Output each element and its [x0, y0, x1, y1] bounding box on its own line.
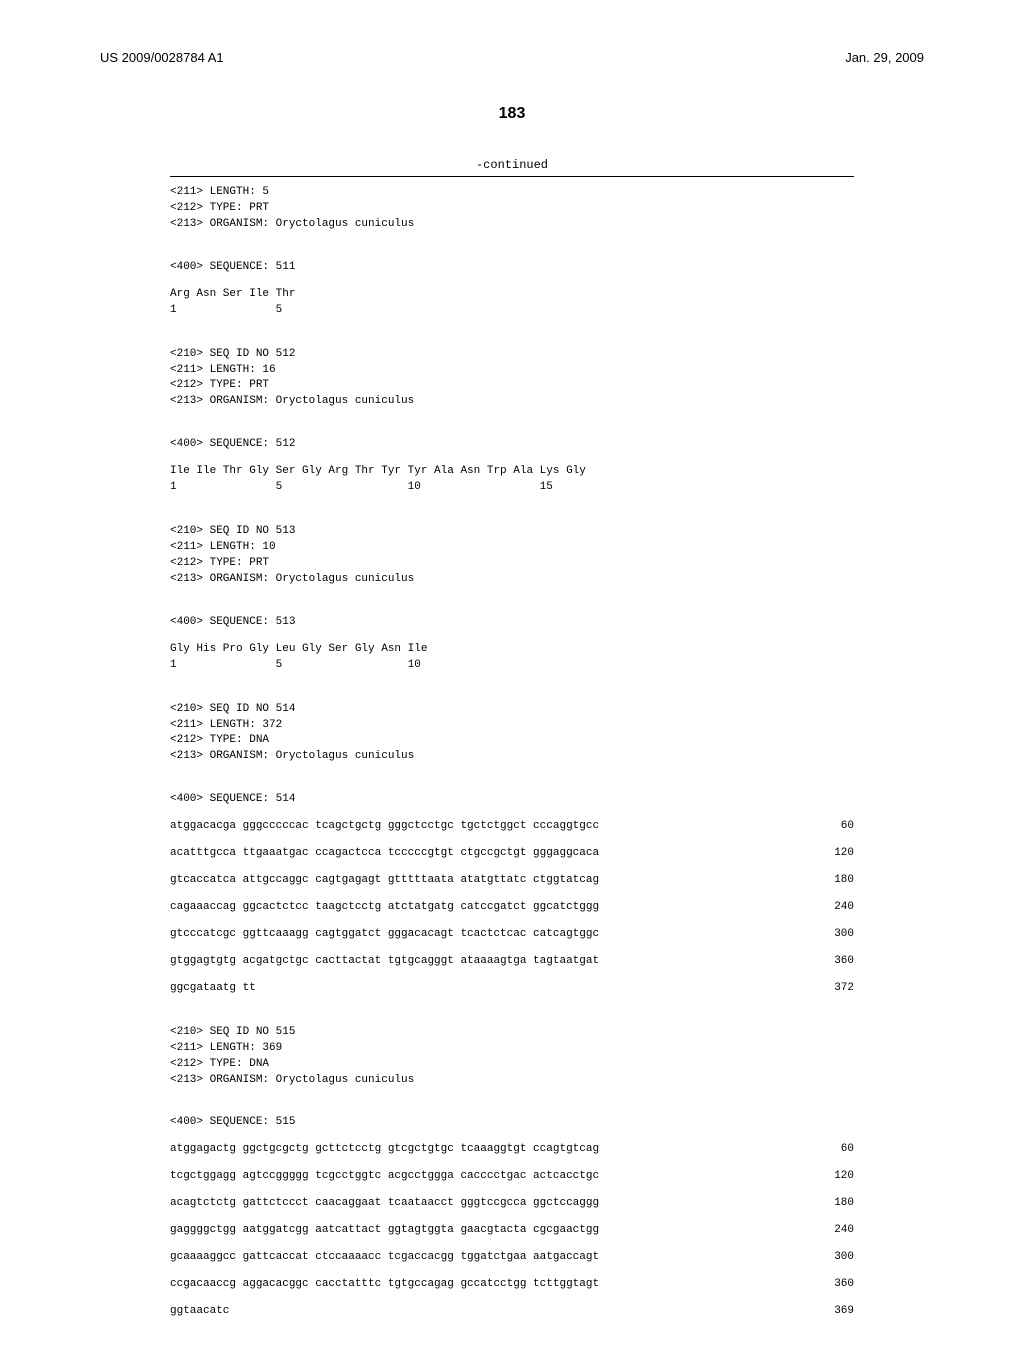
dna-sequence-position: 120 [802, 846, 854, 862]
aa-sequence-line: 1 5 10 [170, 658, 854, 674]
sequence-meta-line: <213> ORGANISM: Oryctolagus cuniculus [170, 749, 854, 765]
dna-sequence-text: tcgctggagg agtccggggg tcgcctggtc acgcctg… [170, 1169, 599, 1185]
sequence-label: <400> SEQUENCE: 514 [170, 792, 854, 808]
dna-sequence-row: ccgacaaccg aggacacggc cacctatttc tgtgcca… [170, 1277, 854, 1293]
continued-label: -continued [170, 158, 854, 172]
dna-sequence-row: gtcccatcgc ggttcaaagg cagtggatct gggacac… [170, 927, 854, 943]
dna-sequence-position: 240 [802, 1223, 854, 1239]
sequence-meta-line: <212> TYPE: DNA [170, 733, 854, 749]
dna-sequence-position: 360 [802, 1277, 854, 1293]
sequence-meta-line: <213> ORGANISM: Oryctolagus cuniculus [170, 217, 854, 233]
page-number: 183 [70, 105, 954, 123]
dna-sequence-row: atggacacga gggcccccac tcagctgctg gggctcc… [170, 819, 854, 835]
sequence-block: <210> SEQ ID NO 513<211> LENGTH: 10<212>… [170, 524, 854, 674]
dna-sequence-text: acagtctctg gattctccct caacaggaat tcaataa… [170, 1196, 599, 1212]
dna-sequence-row: gcaaaaggcc gattcaccat ctccaaaacc tcgacca… [170, 1250, 854, 1266]
dna-sequence-text: gcaaaaggcc gattcaccat ctccaaaacc tcgacca… [170, 1250, 599, 1266]
dna-sequence-row: tcgctggagg agtccggggg tcgcctggtc acgcctg… [170, 1169, 854, 1185]
dna-sequence-position: 60 [802, 1142, 854, 1158]
dna-sequence-row: acatttgcca ttgaaatgac ccagactcca tcccccg… [170, 846, 854, 862]
continued-section: -continued [170, 158, 854, 177]
sequence-meta-line: <212> TYPE: DNA [170, 1057, 854, 1073]
dna-sequence-text: ggtaacatc [170, 1304, 229, 1320]
sequence-label: <400> SEQUENCE: 512 [170, 437, 854, 453]
dna-sequence-text: gaggggctgg aatggatcgg aatcattact ggtagtg… [170, 1223, 599, 1239]
sequence-meta-line: <210> SEQ ID NO 514 [170, 702, 854, 718]
aa-sequence-line: Arg Asn Ser Ile Thr [170, 287, 854, 303]
page-container: US 2009/0028784 A1 Jan. 29, 2009 183 -co… [0, 0, 1024, 1320]
dna-sequence-text: atggacacga gggcccccac tcagctgctg gggctcc… [170, 819, 599, 835]
aa-sequence-line: Gly His Pro Gly Leu Gly Ser Gly Asn Ile [170, 642, 854, 658]
sequence-block: <210> SEQ ID NO 514<211> LENGTH: 372<212… [170, 702, 854, 997]
aa-sequence-line: Ile Ile Thr Gly Ser Gly Arg Thr Tyr Tyr … [170, 464, 854, 480]
dna-sequence-row: gaggggctgg aatggatcgg aatcattact ggtagtg… [170, 1223, 854, 1239]
dna-sequence-text: ggcgataatg tt [170, 981, 256, 997]
dna-sequence-text: atggagactg ggctgcgctg gcttctcctg gtcgctg… [170, 1142, 599, 1158]
sequence-meta-line: <211> LENGTH: 5 [170, 185, 854, 201]
dna-sequence-position: 120 [802, 1169, 854, 1185]
sequence-meta-line: <213> ORGANISM: Oryctolagus cuniculus [170, 1073, 854, 1089]
dna-sequence-text: acatttgcca ttgaaatgac ccagactcca tcccccg… [170, 846, 599, 862]
dna-sequence-position: 180 [802, 1196, 854, 1212]
sequence-meta-line: <212> TYPE: PRT [170, 201, 854, 217]
sequence-meta-line: <212> TYPE: PRT [170, 378, 854, 394]
dna-sequence-position: 360 [802, 954, 854, 970]
sequence-meta-line: <210> SEQ ID NO 513 [170, 524, 854, 540]
sequence-meta-line: <211> LENGTH: 372 [170, 718, 854, 734]
dna-sequence-text: gtggagtgtg acgatgctgc cacttactat tgtgcag… [170, 954, 599, 970]
dna-sequence-text: gtcccatcgc ggttcaaagg cagtggatct gggacac… [170, 927, 599, 943]
dna-sequence-position: 300 [802, 927, 854, 943]
sequence-meta-line: <211> LENGTH: 16 [170, 363, 854, 379]
dna-sequence-position: 369 [802, 1304, 854, 1320]
sequence-meta-line: <211> LENGTH: 10 [170, 540, 854, 556]
divider-line [170, 176, 854, 177]
sequence-block: <210> SEQ ID NO 515<211> LENGTH: 369<212… [170, 1025, 854, 1320]
sequence-listing: <211> LENGTH: 5<212> TYPE: PRT<213> ORGA… [170, 185, 854, 1348]
dna-sequence-row: cagaaaccag ggcactctcc taagctcctg atctatg… [170, 900, 854, 916]
dna-sequence-position: 372 [802, 981, 854, 997]
dna-sequence-row: atggagactg ggctgcgctg gcttctcctg gtcgctg… [170, 1142, 854, 1158]
sequence-meta-line: <213> ORGANISM: Oryctolagus cuniculus [170, 572, 854, 588]
publication-date: Jan. 29, 2009 [845, 50, 924, 65]
dna-sequence-row: ggtaacatc 369 [170, 1304, 854, 1320]
sequence-label: <400> SEQUENCE: 513 [170, 615, 854, 631]
dna-sequence-position: 60 [802, 819, 854, 835]
dna-sequence-row: gtggagtgtg acgatgctgc cacttactat tgtgcag… [170, 954, 854, 970]
sequence-meta-line: <210> SEQ ID NO 515 [170, 1025, 854, 1041]
dna-sequence-position: 180 [802, 873, 854, 889]
page-header: US 2009/0028784 A1 Jan. 29, 2009 [70, 50, 954, 65]
aa-sequence-line: 1 5 10 15 [170, 480, 854, 496]
dna-sequence-text: gtcaccatca attgccaggc cagtgagagt gttttta… [170, 873, 599, 889]
dna-sequence-row: gtcaccatca attgccaggc cagtgagagt gttttta… [170, 873, 854, 889]
sequence-meta-line: <211> LENGTH: 369 [170, 1041, 854, 1057]
dna-sequence-row: ggcgataatg tt 372 [170, 981, 854, 997]
sequence-block: <211> LENGTH: 5<212> TYPE: PRT<213> ORGA… [170, 185, 854, 319]
sequence-block: <210> SEQ ID NO 512<211> LENGTH: 16<212>… [170, 347, 854, 497]
sequence-meta-line: <212> TYPE: PRT [170, 556, 854, 572]
sequence-meta-line: <213> ORGANISM: Oryctolagus cuniculus [170, 394, 854, 410]
publication-number: US 2009/0028784 A1 [100, 50, 224, 65]
dna-sequence-text: ccgacaaccg aggacacggc cacctatttc tgtgcca… [170, 1277, 599, 1293]
sequence-label: <400> SEQUENCE: 511 [170, 260, 854, 276]
sequence-meta-line: <210> SEQ ID NO 512 [170, 347, 854, 363]
dna-sequence-position: 300 [802, 1250, 854, 1266]
dna-sequence-row: acagtctctg gattctccct caacaggaat tcaataa… [170, 1196, 854, 1212]
dna-sequence-text: cagaaaccag ggcactctcc taagctcctg atctatg… [170, 900, 599, 916]
dna-sequence-position: 240 [802, 900, 854, 916]
sequence-label: <400> SEQUENCE: 515 [170, 1115, 854, 1131]
aa-sequence-line: 1 5 [170, 303, 854, 319]
